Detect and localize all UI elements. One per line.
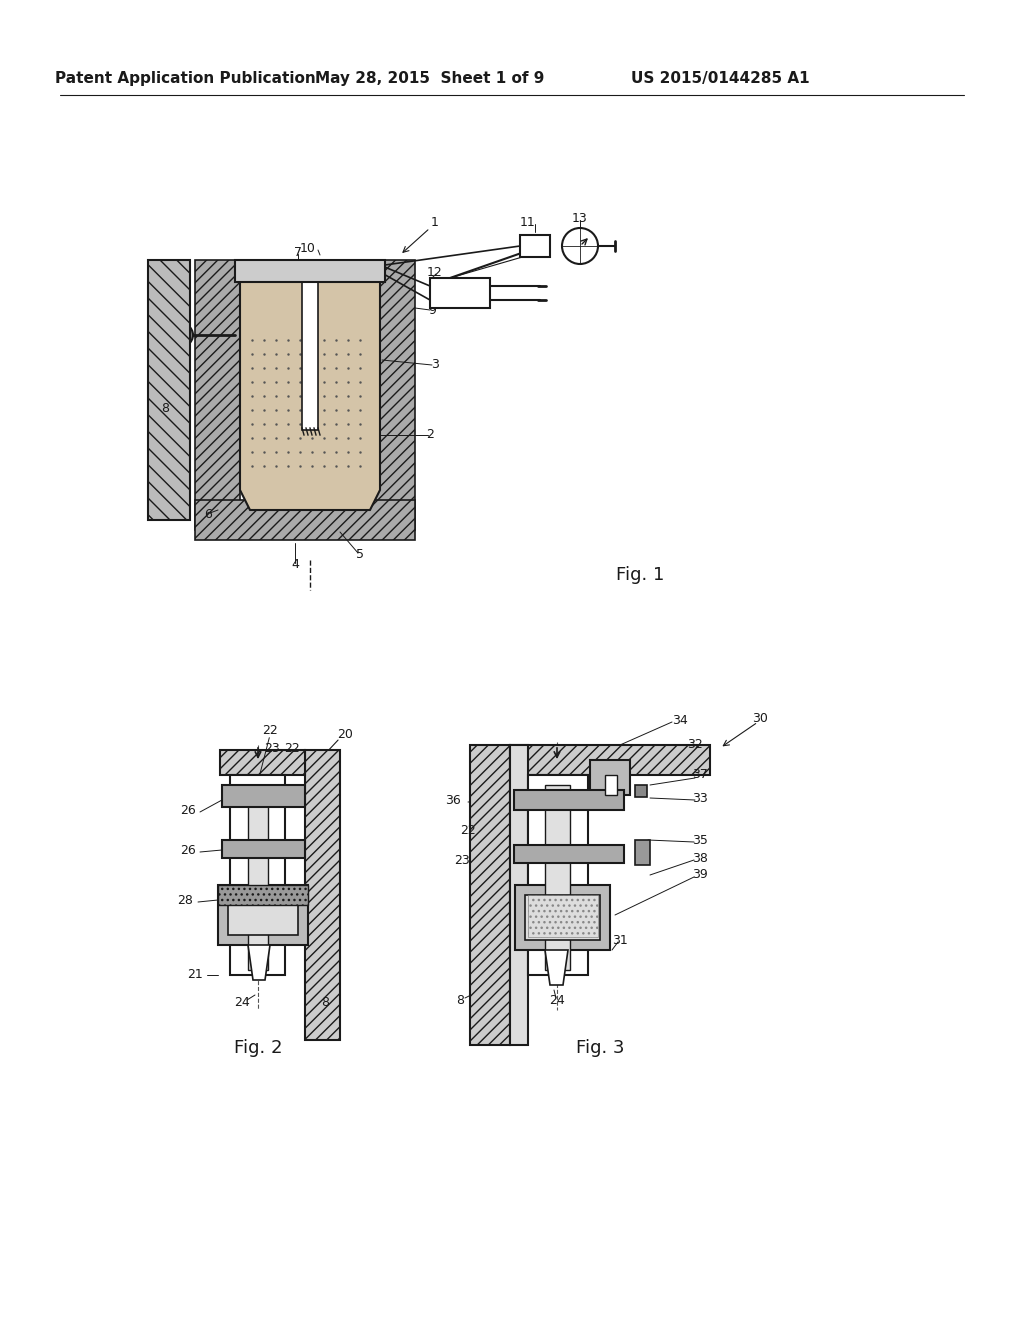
Bar xyxy=(515,884,610,950)
Bar xyxy=(635,840,650,865)
Text: 10: 10 xyxy=(300,242,316,255)
Bar xyxy=(218,884,308,945)
Text: 39: 39 xyxy=(692,869,708,882)
Text: 22: 22 xyxy=(284,742,300,755)
Text: 2: 2 xyxy=(426,429,434,441)
Text: 37: 37 xyxy=(692,768,708,781)
Text: 12: 12 xyxy=(427,265,442,279)
Bar xyxy=(170,315,180,355)
Bar xyxy=(248,785,268,970)
Text: 8: 8 xyxy=(456,994,464,1006)
Text: Fig. 3: Fig. 3 xyxy=(575,1039,625,1057)
Polygon shape xyxy=(545,950,568,985)
Text: 34: 34 xyxy=(672,714,688,726)
Text: 4: 4 xyxy=(291,558,299,572)
Ellipse shape xyxy=(157,321,193,348)
Text: 28: 28 xyxy=(177,894,193,907)
Ellipse shape xyxy=(562,228,598,264)
Bar xyxy=(510,744,528,1045)
Bar xyxy=(228,895,298,935)
Bar xyxy=(222,840,305,858)
Text: 22: 22 xyxy=(460,824,476,837)
Text: 3: 3 xyxy=(431,359,439,371)
Text: 8: 8 xyxy=(161,401,169,414)
Bar xyxy=(218,884,308,906)
Text: 24: 24 xyxy=(549,994,565,1006)
Text: 9: 9 xyxy=(428,304,436,317)
Bar xyxy=(528,895,598,937)
Bar xyxy=(545,785,570,970)
Bar xyxy=(514,789,624,810)
Text: 21: 21 xyxy=(187,969,203,982)
Bar xyxy=(302,275,318,430)
Text: May 28, 2015  Sheet 1 of 9: May 28, 2015 Sheet 1 of 9 xyxy=(315,70,545,86)
Bar xyxy=(370,260,415,531)
Polygon shape xyxy=(240,280,380,510)
Text: 23: 23 xyxy=(264,742,280,755)
Bar xyxy=(514,845,624,863)
Text: 33: 33 xyxy=(692,792,708,804)
Bar xyxy=(195,260,240,531)
Text: US 2015/0144285 A1: US 2015/0144285 A1 xyxy=(631,70,809,86)
Text: 13: 13 xyxy=(572,211,588,224)
Bar xyxy=(605,775,617,795)
Text: 3V- 100A: 3V- 100A xyxy=(441,289,479,297)
Text: 11: 11 xyxy=(520,215,536,228)
Text: 7: 7 xyxy=(294,246,302,259)
Text: 30: 30 xyxy=(752,711,768,725)
Polygon shape xyxy=(248,945,270,979)
Bar xyxy=(222,785,305,807)
Text: 26: 26 xyxy=(180,804,196,817)
Text: 26: 26 xyxy=(180,843,196,857)
Bar xyxy=(525,895,600,940)
Bar xyxy=(430,279,490,308)
Text: 5: 5 xyxy=(356,549,364,561)
Bar xyxy=(305,750,340,1040)
Bar xyxy=(220,750,305,775)
Bar xyxy=(234,260,385,282)
Text: Fig. 2: Fig. 2 xyxy=(233,1039,283,1057)
Text: 23: 23 xyxy=(454,854,470,866)
Text: 31: 31 xyxy=(612,933,628,946)
Bar xyxy=(590,760,630,795)
Text: 22: 22 xyxy=(262,723,278,737)
Bar xyxy=(510,744,710,775)
Text: 6: 6 xyxy=(204,508,212,521)
Text: 20: 20 xyxy=(337,729,353,742)
Bar xyxy=(230,775,285,975)
Text: Fig. 1: Fig. 1 xyxy=(615,566,665,583)
Text: Patent Application Publication: Patent Application Publication xyxy=(54,70,315,86)
Text: 1: 1 xyxy=(431,215,439,228)
Bar xyxy=(195,500,415,540)
Bar xyxy=(635,785,647,797)
Text: 38: 38 xyxy=(692,851,708,865)
Text: 24: 24 xyxy=(234,995,250,1008)
Bar xyxy=(470,744,510,1045)
Text: 35: 35 xyxy=(692,833,708,846)
Text: 32: 32 xyxy=(687,738,702,751)
Bar xyxy=(528,775,588,975)
Bar xyxy=(520,235,550,257)
Bar xyxy=(148,260,190,520)
Text: 36: 36 xyxy=(445,793,461,807)
Text: 8: 8 xyxy=(321,995,329,1008)
